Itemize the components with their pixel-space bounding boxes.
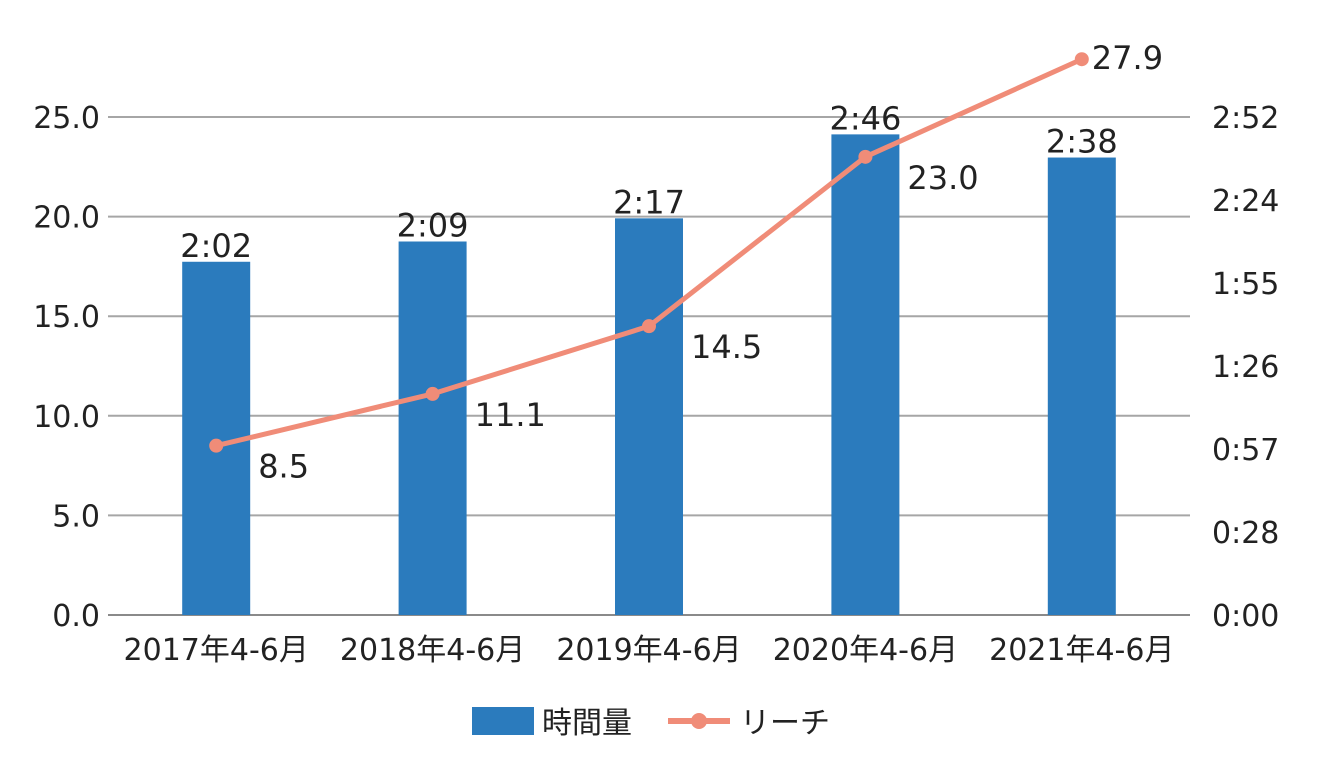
bar — [398, 241, 467, 615]
left-tick-label: 0.0 — [52, 599, 100, 634]
left-axis: 0.0 5.0 10.0 15.0 20.0 25.0 — [33, 101, 100, 634]
x-axis: 2017年4-6月 2018年4-6月 2019年4-6月 2020年4-6月 2021… — [124, 633, 1175, 668]
bar-value-label: 2:17 — [613, 183, 685, 221]
left-tick-label: 20.0 — [33, 201, 100, 236]
category-label: 2021年4-6月 — [989, 633, 1174, 668]
category-label: 2018年4-6月 — [340, 633, 525, 668]
category-label: 2019年4-6月 — [556, 633, 741, 668]
reach-point — [1074, 52, 1089, 67]
right-tick-label: 0:00 — [1212, 599, 1279, 634]
bar — [1047, 157, 1116, 615]
reach-value-label: 14.5 — [691, 328, 762, 366]
right-axis: 0:00 0:28 0:57 1:26 1:55 2:24 2:52 — [1212, 101, 1279, 634]
reach-point — [425, 386, 440, 401]
line-series-reach — [209, 52, 1089, 453]
legend-label-reach: リーチ — [740, 706, 830, 741]
left-tick-label: 25.0 — [33, 101, 100, 136]
reach-value-label: 23.0 — [907, 159, 978, 197]
reach-point — [209, 438, 224, 453]
bar-value-label: 2:46 — [829, 99, 901, 137]
legend-label-time: 時間量 — [542, 706, 632, 741]
right-tick-label: 0:28 — [1212, 516, 1279, 551]
right-tick-label: 1:26 — [1212, 350, 1279, 385]
left-tick-label: 15.0 — [33, 300, 100, 335]
right-tick-label: 0:57 — [1212, 433, 1279, 468]
category-label: 2017年4-6月 — [124, 633, 309, 668]
legend: 時間量 リーチ — [472, 706, 830, 741]
category-label: 2020年4-6月 — [773, 633, 958, 668]
bar — [615, 218, 683, 615]
left-tick-label: 5.0 — [52, 499, 100, 534]
reach-point — [642, 319, 656, 334]
right-tick-label: 2:24 — [1212, 184, 1279, 219]
legend-swatch-time — [472, 707, 534, 735]
right-tick-label: 1:55 — [1212, 267, 1279, 302]
data-labels: 2:02 2:09 2:17 2:46 2:38 8.5 11.1 14.5 23.0 27.9 — [180, 39, 1163, 485]
legend-swatch-reach-marker — [691, 713, 707, 729]
reach-point — [858, 149, 873, 164]
right-tick-label: 2:52 — [1212, 101, 1279, 136]
reach-value-label: 8.5 — [258, 448, 309, 486]
bar-value-label: 2:02 — [180, 227, 252, 265]
bar-value-label: 2:09 — [397, 207, 469, 245]
bar-value-label: 2:38 — [1046, 123, 1118, 161]
reach-value-label: 11.1 — [475, 396, 546, 434]
reach-value-label: 27.9 — [1092, 39, 1163, 77]
bar-series-time — [182, 134, 1116, 616]
bar — [831, 134, 900, 616]
left-tick-label: 10.0 — [33, 400, 100, 435]
